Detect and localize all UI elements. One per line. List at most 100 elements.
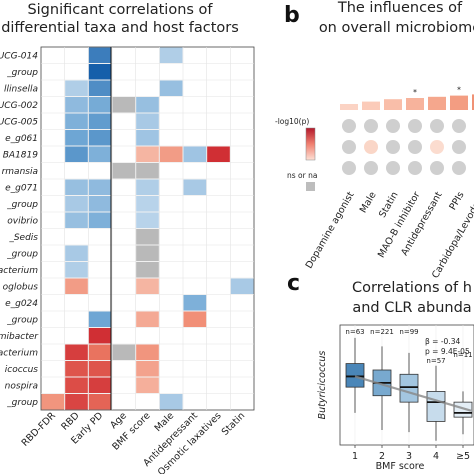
panel-b-bar [384,99,402,110]
heatmap-row-label: _group [6,315,38,325]
heatmap-grid [41,47,254,410]
heatmap-cell [136,212,159,228]
heatmap-cell [65,146,88,162]
heatmap-cell [65,278,88,294]
heatmap-cell [65,113,88,129]
heatmap-row-label: acterium [0,348,38,358]
panel-c-box [399,373,419,403]
heatmap-row-label: e_g061 [5,134,38,144]
panel-b-dot [364,119,378,133]
panel-c-count: n=11 [453,351,472,359]
heatmap-cell [88,311,112,327]
panel-c-count: n=221 [370,328,394,336]
panel-b-dot [430,140,444,154]
heatmap-cell [65,361,88,377]
panel-c-box [426,391,446,422]
heatmap-cell [88,328,112,344]
heatmap-cell [183,311,207,327]
panel-b-bar [472,94,474,110]
heatmap-cell [136,179,159,195]
heatmap-cell [136,245,159,261]
heatmap-cell [159,146,183,162]
heatmap-cell [65,262,88,278]
panel-c-boxes [345,337,473,441]
heatmap-cell [65,377,88,393]
panel-b-dot [364,161,378,175]
panel-c-y-axis-label: Butyricicoccus [317,351,328,420]
panel-b-dot [342,119,356,133]
heatmap-cell [183,146,207,162]
panel-b-category-label: Male [358,190,379,215]
heatmap-cell [159,394,183,410]
panel-c-title-line1: Correlations of h [352,280,472,296]
heatmap-row-label: UCG-002 [0,101,38,111]
heatmap-column-label: RBD-FDR [20,410,59,449]
heatmap-row-label: _group [6,68,38,78]
panel-c-counts: n=63 n=221 n=99 n=57 n=11 [345,328,472,365]
heatmap-row-label: BA1819 [3,150,39,160]
heatmap-cell [136,196,159,212]
heatmap-cell [65,80,88,96]
panel-b-dot [408,119,422,133]
panel-b-dot [342,140,356,154]
heatmap-cell [136,377,159,393]
heatmap-cell [136,344,159,360]
panel-b-significance-mark: * [413,88,417,97]
heatmap-cell [136,97,159,113]
panel-b-dot [430,161,444,175]
panel-c-count: n=99 [399,328,418,336]
panel-c-x-ticks: 1 2 3 4 ≥5 [352,445,470,462]
heatmap-row-label: ovibrio [7,216,38,226]
heatmap-cell [65,245,88,261]
panel-c-x-tick-label: 4 [433,451,439,462]
panel-c-stat-beta: β = -0.34 [425,337,460,346]
panel-b-legend-na-swatch [306,182,315,191]
panel-a-heatmap: Significant correlations of differential… [0,2,255,474]
heatmap-cell [88,394,112,410]
panel-b-significance-mark: * [457,86,461,95]
heatmap-cell [136,163,159,179]
heatmap-cell [88,146,112,162]
heatmap-cell [88,179,112,195]
panel-c-x-tick-label: 2 [379,451,385,462]
panel-b-bar [362,101,380,110]
heatmap-cell [65,212,88,228]
panel-b-legend-na-label: ns or na [287,171,317,180]
heatmap-cell [112,97,136,113]
heatmap-cell [112,163,136,179]
heatmap-cell [183,295,207,311]
panel-c-box [345,363,365,388]
heatmap-cell [112,344,136,360]
heatmap-row-label: _group [6,200,38,210]
panel-b-bars [340,94,474,110]
panel-c-x-axis-label: BMF score [376,461,425,472]
heatmap-cell [88,377,112,393]
heatmap-row-label: _group [6,249,38,259]
heatmap-row-label: _Sedis [8,233,38,243]
heatmap-cell [88,361,112,377]
panel-b-dot [430,119,444,133]
panel-b-bar [428,96,446,110]
heatmap-row-label: e_g071 [5,183,38,193]
heatmap-cell [65,130,88,146]
heatmap-row-label: oglobus [3,282,39,292]
panel-c-x-tick-label: ≥5 [456,451,470,462]
heatmap-cell [88,97,112,113]
heatmap-cell [136,146,159,162]
heatmap-cell [65,344,88,360]
heatmap-cell [88,344,112,360]
heatmap-row-label: e_g024 [5,299,38,309]
panel-b-letter: b [284,3,300,28]
panel-b-category-label: PPIs [447,190,466,212]
panel-b-dot [342,161,356,175]
heatmap-cells [41,47,254,410]
panel-b-dot [452,140,466,154]
panel-b-significance-marks: ****** [413,86,461,97]
heatmap-cell [88,212,112,228]
heatmap-cell [159,80,183,96]
heatmap-cell [65,196,88,212]
panel-c-count: n=57 [426,357,445,365]
